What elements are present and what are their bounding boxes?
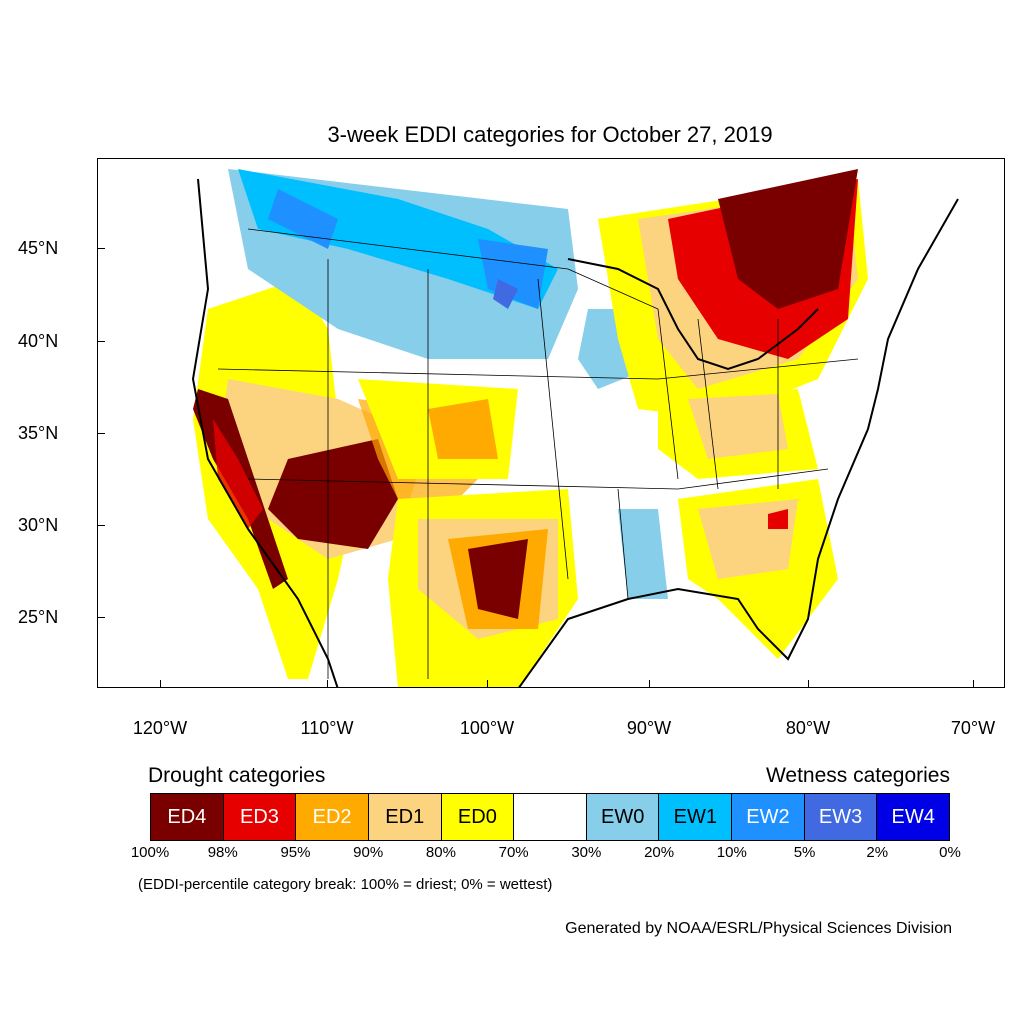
- state-boundaries: [217, 228, 859, 679]
- region-ohio-tan: [688, 394, 788, 459]
- lon-label-90w: 90°W: [626, 718, 672, 738]
- legend-box-ew0: EW0: [586, 794, 660, 840]
- map-title: 3-week EDDI categories for October 27, 2…: [327, 122, 773, 147]
- region-north-ew1: [238, 169, 558, 309]
- lat-label-45: 45°N: [18, 238, 59, 258]
- eddi-map: [97, 158, 1005, 688]
- lat-tick: [97, 525, 105, 526]
- lon-tick: [649, 680, 650, 688]
- lat-label-25: 25°N: [18, 607, 59, 627]
- lat-tick: [97, 433, 105, 434]
- region-mississippi-ew0: [618, 509, 668, 599]
- break-label: 2%: [866, 844, 889, 861]
- break-label: 95%: [280, 844, 311, 861]
- break-label: 100%: [130, 844, 170, 861]
- region-lakes-ed4: [718, 169, 858, 309]
- region-southeast-ed3: [768, 509, 788, 529]
- region-dakota-ew3: [493, 279, 518, 309]
- break-label: 10%: [716, 844, 747, 861]
- credit-line: Generated by NOAA/ESRL/Physical Sciences…: [565, 920, 952, 937]
- map-canvas: [191, 169, 959, 687]
- drought-categories-heading: Drought categories: [148, 764, 326, 787]
- region-north-ew2: [268, 189, 338, 249]
- region-california-ed3: [213, 419, 263, 529]
- wetness-categories-heading: Wetness categories: [765, 764, 950, 787]
- break-label: 30%: [571, 844, 602, 861]
- break-label: 70%: [498, 844, 529, 861]
- lon-label-100w: 100°W: [459, 718, 515, 738]
- break-label: 20%: [644, 844, 675, 861]
- legend-box-ew1: EW1: [659, 794, 733, 840]
- break-label: 90%: [353, 844, 384, 861]
- legend-box-normal: [514, 794, 587, 840]
- region-texas-ed4: [468, 539, 528, 619]
- legend-box-ed2: ED2: [296, 794, 369, 840]
- lat-label-40: 40°N: [18, 331, 59, 351]
- break-label: 5%: [793, 844, 816, 861]
- break-label: 80%: [425, 844, 456, 861]
- break-label: 98%: [207, 844, 238, 861]
- lon-label-120w: 120°W: [132, 718, 188, 738]
- lat-label-30: 30°N: [18, 515, 59, 535]
- breaks-note: (EDDI-percentile category break: 100% = …: [138, 876, 553, 893]
- lon-tick: [327, 680, 328, 688]
- lon-tick: [808, 680, 809, 688]
- region-southwest-ed4: [268, 439, 398, 549]
- lat-tick: [97, 617, 105, 618]
- lon-label-110w: 110°W: [300, 718, 354, 738]
- legend-box-ed4: ED4: [151, 794, 224, 840]
- lon-tick: [160, 680, 161, 688]
- lon-label-70w: 70°W: [950, 718, 996, 738]
- great-lakes-outline: [567, 258, 819, 371]
- lon-tick: [973, 680, 974, 688]
- legend-box-ed0: ED0: [441, 794, 515, 840]
- legend-box-ew2: EW2: [732, 794, 805, 840]
- lat-label-35: 35°N: [18, 423, 59, 443]
- lon-tick: [487, 680, 488, 688]
- lon-label-80w: 80°W: [785, 718, 831, 738]
- legend-box-ed1: ED1: [368, 794, 442, 840]
- legend-color-bar: ED4 ED3 ED2 ED1 ED0 EW0 EW1 EW2 EW3 EW4: [150, 793, 950, 841]
- region-colorado-ed2: [428, 399, 498, 459]
- lat-tick: [97, 341, 105, 342]
- legend-box-ew4: EW4: [877, 794, 950, 840]
- lat-tick: [97, 248, 105, 249]
- legend-box-ew3: EW3: [804, 794, 878, 840]
- coastline: [191, 178, 959, 687]
- legend-box-ed3: ED3: [223, 794, 297, 840]
- break-label: 0%: [939, 844, 961, 861]
